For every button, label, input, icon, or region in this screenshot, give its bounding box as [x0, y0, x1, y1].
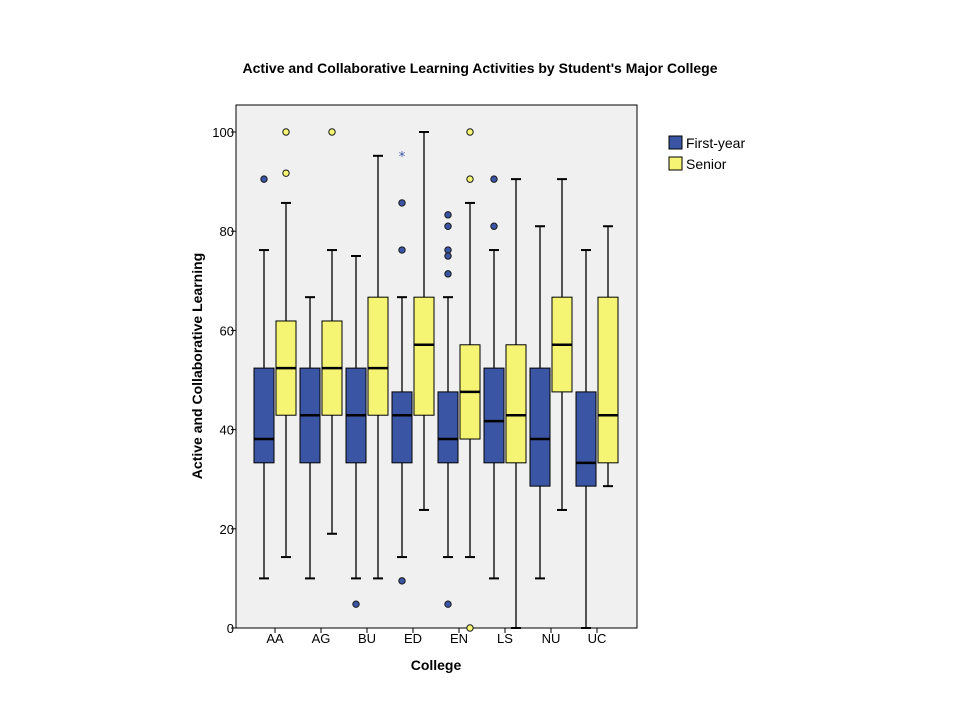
- outlier-point: [328, 128, 336, 136]
- outlier-point: [282, 169, 290, 177]
- legend-swatch: [668, 156, 683, 171]
- box-nu: [551, 178, 573, 511]
- y-tick-label: 60: [220, 323, 234, 338]
- outlier-point: [444, 246, 452, 254]
- series-first-year: *: [253, 150, 597, 629]
- box-iqr: [597, 296, 619, 464]
- x-tick-label: EN: [450, 631, 468, 646]
- x-tick-label: ED: [404, 631, 422, 646]
- x-axis-title: College: [411, 657, 462, 673]
- box-iqr: [529, 367, 551, 487]
- box-iqr: [253, 367, 275, 464]
- outlier-point: [444, 270, 452, 278]
- box-ls: [483, 175, 505, 580]
- box-iqr: [437, 391, 459, 464]
- box-en: [437, 211, 459, 608]
- outlier-point: [444, 222, 452, 230]
- box-en: [459, 128, 481, 632]
- y-tick-label: 80: [220, 224, 234, 239]
- outlier-point: [282, 128, 290, 136]
- box-ed: *: [391, 150, 413, 585]
- outlier-point: [466, 128, 474, 136]
- box-ag: [321, 128, 343, 535]
- series-senior: [275, 128, 619, 632]
- outlier-point: [466, 175, 474, 183]
- x-tick-label: NU: [542, 631, 561, 646]
- outlier-point: [444, 252, 452, 260]
- box-bu: [345, 255, 367, 608]
- outlier-point: [352, 600, 360, 608]
- outlier-point: [398, 246, 406, 254]
- box-iqr: [367, 296, 389, 416]
- box-bu: [367, 154, 389, 580]
- x-axis: AA AG BU ED EN LS NU UC: [266, 628, 606, 646]
- outlier-point: [444, 600, 452, 608]
- legend-swatch: [668, 135, 683, 150]
- y-tick-label: 0: [227, 621, 234, 636]
- x-tick-label: AA: [266, 631, 284, 646]
- box-ls: [505, 178, 527, 629]
- y-tick-label: 20: [220, 522, 234, 537]
- legend: First-year Senior: [668, 135, 745, 172]
- outlier-point: [398, 577, 406, 585]
- box-uc: [597, 225, 619, 488]
- box-ed: [413, 131, 435, 511]
- chart-marks: *: [253, 128, 619, 632]
- box-aa: [253, 175, 275, 580]
- x-tick-label: UC: [588, 631, 607, 646]
- box-aa: [275, 128, 297, 559]
- box-iqr: [391, 391, 413, 464]
- y-axis: 0 20 40 60 80 100: [212, 125, 236, 636]
- box-nu: [529, 225, 551, 580]
- extreme-point: *: [399, 150, 406, 165]
- y-tick-label: 100: [212, 125, 234, 140]
- box-iqr: [483, 367, 505, 464]
- outlier-point: [444, 211, 452, 219]
- x-tick-label: BU: [358, 631, 376, 646]
- x-tick-label: AG: [312, 631, 331, 646]
- outlier-point: [490, 175, 498, 183]
- legend-label: Senior: [686, 156, 727, 172]
- box-iqr: [413, 296, 435, 416]
- outlier-point: [490, 222, 498, 230]
- box-iqr: [505, 344, 527, 464]
- box-ag: [299, 296, 321, 580]
- y-axis-title: Active and Collaborative Learning: [189, 253, 205, 479]
- y-tick-label: 40: [220, 423, 234, 438]
- outlier-point: [260, 175, 268, 183]
- box-iqr: [575, 391, 597, 487]
- box-uc: [575, 249, 597, 629]
- legend-label: First-year: [686, 135, 745, 151]
- chart-title: Active and Collaborative Learning Activi…: [242, 60, 718, 76]
- x-tick-label: LS: [497, 631, 513, 646]
- outlier-point: [466, 624, 474, 632]
- outlier-point: [398, 199, 406, 207]
